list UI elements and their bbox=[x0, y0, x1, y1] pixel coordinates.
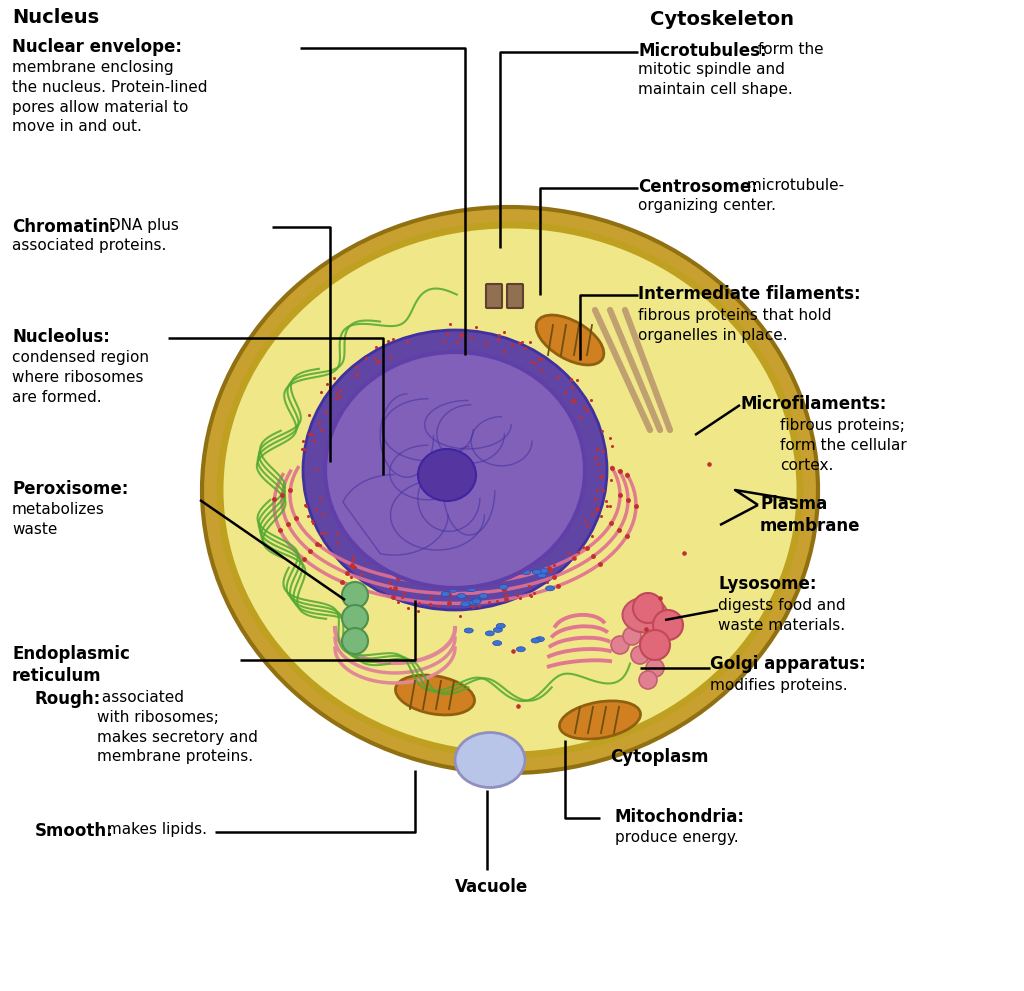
Ellipse shape bbox=[461, 602, 470, 606]
Text: mitotic spindle and
maintain cell shape.: mitotic spindle and maintain cell shape. bbox=[638, 62, 793, 97]
Ellipse shape bbox=[464, 628, 473, 633]
Ellipse shape bbox=[479, 594, 487, 599]
Ellipse shape bbox=[395, 675, 474, 715]
Text: Lysosome:: Lysosome: bbox=[718, 575, 816, 593]
Text: fibrous proteins;
form the cellular
cortex.: fibrous proteins; form the cellular cort… bbox=[780, 418, 906, 473]
Text: Microfilaments:: Microfilaments: bbox=[740, 395, 887, 413]
Ellipse shape bbox=[532, 570, 542, 575]
Text: makes lipids.: makes lipids. bbox=[102, 822, 207, 837]
Ellipse shape bbox=[449, 588, 458, 593]
Circle shape bbox=[342, 605, 368, 631]
Ellipse shape bbox=[538, 573, 547, 578]
Text: Cytoplasm: Cytoplasm bbox=[610, 748, 709, 766]
Text: microtubule-: microtubule- bbox=[742, 178, 844, 193]
Ellipse shape bbox=[472, 599, 481, 604]
Text: Cytoskeleton: Cytoskeleton bbox=[650, 10, 794, 29]
Text: Chromatin:: Chromatin: bbox=[12, 218, 117, 236]
Text: fibrous proteins that hold
organelles in place.: fibrous proteins that hold organelles in… bbox=[638, 308, 831, 343]
Text: Nuclear envelope:: Nuclear envelope: bbox=[12, 38, 182, 56]
Ellipse shape bbox=[467, 587, 476, 592]
Text: Mitochondria:: Mitochondria: bbox=[615, 808, 745, 826]
Ellipse shape bbox=[456, 567, 465, 572]
Text: Golgi apparatus:: Golgi apparatus: bbox=[710, 655, 865, 673]
Ellipse shape bbox=[493, 640, 502, 645]
Ellipse shape bbox=[521, 570, 530, 575]
Text: Smooth:: Smooth: bbox=[35, 822, 114, 840]
Text: Peroxisome:: Peroxisome: bbox=[12, 480, 128, 498]
Circle shape bbox=[633, 593, 663, 623]
Ellipse shape bbox=[202, 207, 818, 773]
Ellipse shape bbox=[466, 587, 474, 592]
Text: produce energy.: produce energy. bbox=[615, 830, 738, 845]
Ellipse shape bbox=[531, 638, 540, 643]
Circle shape bbox=[646, 659, 664, 677]
Ellipse shape bbox=[497, 623, 505, 628]
Ellipse shape bbox=[440, 573, 450, 578]
Circle shape bbox=[611, 636, 629, 654]
Ellipse shape bbox=[485, 631, 495, 636]
Text: DNA plus: DNA plus bbox=[104, 218, 179, 233]
Circle shape bbox=[653, 610, 683, 640]
Ellipse shape bbox=[494, 627, 503, 632]
Ellipse shape bbox=[220, 225, 800, 755]
Ellipse shape bbox=[536, 636, 545, 642]
Text: associated
with ribosomes;
makes secretory and
membrane proteins.: associated with ribosomes; makes secreto… bbox=[97, 690, 258, 764]
Text: Centrosome:: Centrosome: bbox=[638, 178, 758, 196]
Text: digests food and
waste materials.: digests food and waste materials. bbox=[718, 598, 846, 633]
Circle shape bbox=[342, 582, 368, 608]
Text: associated proteins.: associated proteins. bbox=[12, 238, 166, 253]
Ellipse shape bbox=[442, 581, 451, 586]
Text: membrane enclosing
the nucleus. Protein-lined
pores allow material to
move in an: membrane enclosing the nucleus. Protein-… bbox=[12, 60, 208, 135]
Circle shape bbox=[631, 646, 649, 664]
Text: modifies proteins.: modifies proteins. bbox=[710, 678, 848, 693]
Text: Vacuole: Vacuole bbox=[455, 878, 528, 896]
Text: organizing center.: organizing center. bbox=[638, 198, 776, 213]
Circle shape bbox=[623, 627, 641, 645]
Ellipse shape bbox=[460, 567, 469, 572]
Circle shape bbox=[342, 628, 368, 654]
Text: condensed region
where ribosomes
are formed.: condensed region where ribosomes are for… bbox=[12, 350, 150, 404]
Ellipse shape bbox=[418, 449, 476, 501]
Text: form the: form the bbox=[753, 42, 823, 57]
Circle shape bbox=[639, 671, 657, 689]
Ellipse shape bbox=[540, 569, 549, 574]
Text: metabolizes
waste: metabolizes waste bbox=[12, 502, 104, 537]
Ellipse shape bbox=[623, 598, 668, 632]
Text: Plasma
membrane: Plasma membrane bbox=[760, 495, 860, 535]
Circle shape bbox=[640, 630, 670, 660]
Text: Endoplasmic
reticulum: Endoplasmic reticulum bbox=[12, 645, 130, 685]
FancyBboxPatch shape bbox=[507, 284, 523, 308]
Text: Nucleolus:: Nucleolus: bbox=[12, 328, 110, 346]
Ellipse shape bbox=[537, 315, 604, 365]
Ellipse shape bbox=[441, 592, 451, 597]
Ellipse shape bbox=[325, 352, 585, 588]
Ellipse shape bbox=[516, 647, 525, 652]
Text: Microtubules:: Microtubules: bbox=[638, 42, 767, 60]
Text: Intermediate filaments:: Intermediate filaments: bbox=[638, 285, 860, 303]
FancyBboxPatch shape bbox=[486, 284, 502, 308]
Ellipse shape bbox=[499, 585, 508, 590]
Ellipse shape bbox=[469, 601, 477, 606]
Ellipse shape bbox=[455, 732, 525, 788]
Ellipse shape bbox=[559, 701, 640, 739]
Ellipse shape bbox=[303, 330, 607, 610]
Text: Rough:: Rough: bbox=[35, 690, 101, 708]
Ellipse shape bbox=[546, 586, 555, 591]
Ellipse shape bbox=[457, 594, 466, 599]
Ellipse shape bbox=[472, 598, 481, 603]
Text: Nucleus: Nucleus bbox=[12, 8, 99, 27]
